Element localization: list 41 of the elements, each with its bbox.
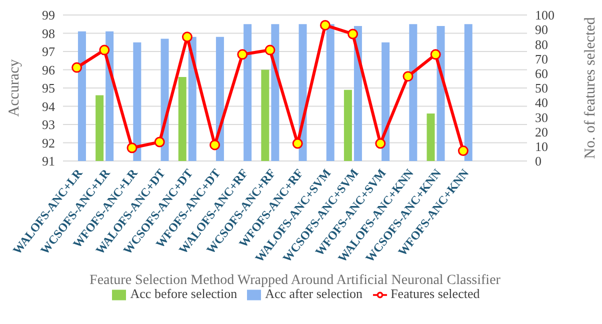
y2-axis-title: No. of features selected [582, 16, 598, 159]
y2-tick-label: 20 [535, 124, 548, 140]
y-axis-title: Accuracy [6, 58, 22, 117]
point [72, 62, 82, 73]
point [430, 49, 441, 60]
point [99, 44, 110, 56]
y-tick-label: 98 [42, 26, 55, 41]
point [458, 146, 468, 156]
y-tick-label: 94 [42, 98, 56, 114]
y2-tick-label: 60 [535, 66, 548, 82]
y2-tick-label: 50 [535, 80, 548, 96]
y-tick-label: 97 [42, 44, 56, 60]
y2-tick-label: 100 [535, 8, 554, 23]
y2-tick-label: 30 [535, 110, 548, 125]
y2-tick-label: 70 [535, 51, 548, 66]
y-tick-label: 92 [42, 135, 55, 150]
point [126, 142, 138, 154]
point [402, 71, 414, 82]
point [348, 28, 358, 40]
y2-tick-label: 10 [535, 139, 548, 154]
y-tick-label: 93 [42, 117, 55, 132]
point [292, 138, 303, 149]
point [264, 44, 276, 56]
point [320, 20, 330, 30]
y2-tick-label: 80 [535, 36, 548, 52]
y-tick-label: 96 [42, 62, 56, 78]
legend-label: Features selected [390, 286, 480, 301]
point [375, 138, 386, 149]
y-tick-label: 91 [42, 154, 55, 169]
y2-tick-label: 0 [535, 154, 542, 169]
y2-tick-label: 90 [535, 22, 548, 38]
point [210, 140, 220, 150]
point [154, 136, 165, 148]
point [237, 49, 248, 60]
legend-label: Acc after selection [265, 286, 363, 301]
x-axis-title: Feature Selection Method Wrapped Around Artificial Neuronal Classifier [90, 273, 501, 288]
y2-tick-label: 40 [535, 95, 548, 110]
point [182, 32, 192, 42]
legend-label: Acc before selection [130, 286, 238, 301]
y-tick-label: 95 [42, 80, 55, 96]
y-tick-label: 99 [42, 8, 55, 23]
